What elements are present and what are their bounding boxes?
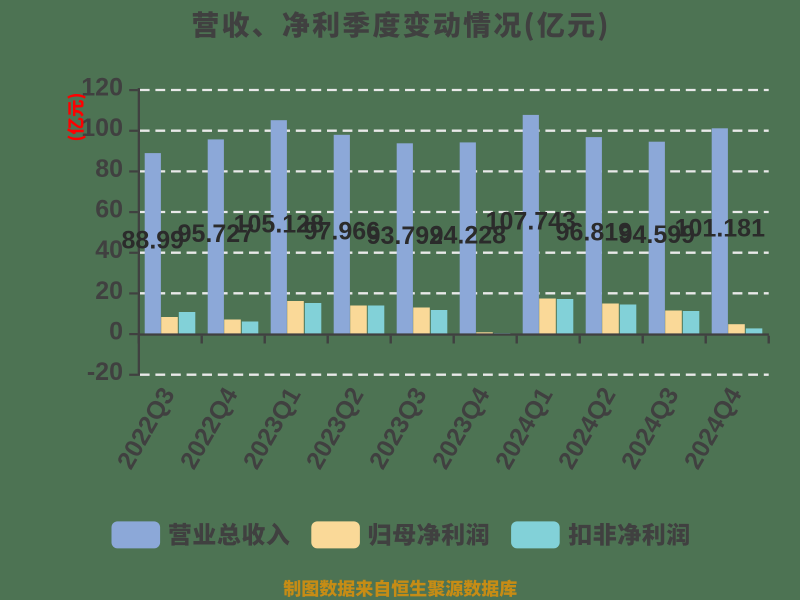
svg-text:97.966: 97.966 xyxy=(304,218,380,246)
svg-text:60: 60 xyxy=(95,196,123,224)
svg-text:94.228: 94.228 xyxy=(430,221,507,249)
svg-text:93.792: 93.792 xyxy=(367,222,443,250)
svg-text:101.181: 101.181 xyxy=(675,214,765,242)
svg-text:-20: -20 xyxy=(87,358,123,386)
svg-text:100: 100 xyxy=(81,114,123,142)
svg-text:120: 120 xyxy=(81,74,123,102)
svg-text:107.743: 107.743 xyxy=(486,208,576,236)
svg-text:95.727: 95.727 xyxy=(178,220,254,248)
svg-text:94.599: 94.599 xyxy=(619,221,695,249)
svg-text:88.99: 88.99 xyxy=(122,227,185,255)
svg-text:0: 0 xyxy=(109,318,123,346)
svg-text:20: 20 xyxy=(95,277,123,305)
svg-text:105.128: 105.128 xyxy=(234,210,324,238)
svg-text:40: 40 xyxy=(95,236,123,264)
svg-text:96.819: 96.819 xyxy=(556,219,632,247)
svg-text:80: 80 xyxy=(95,155,123,183)
